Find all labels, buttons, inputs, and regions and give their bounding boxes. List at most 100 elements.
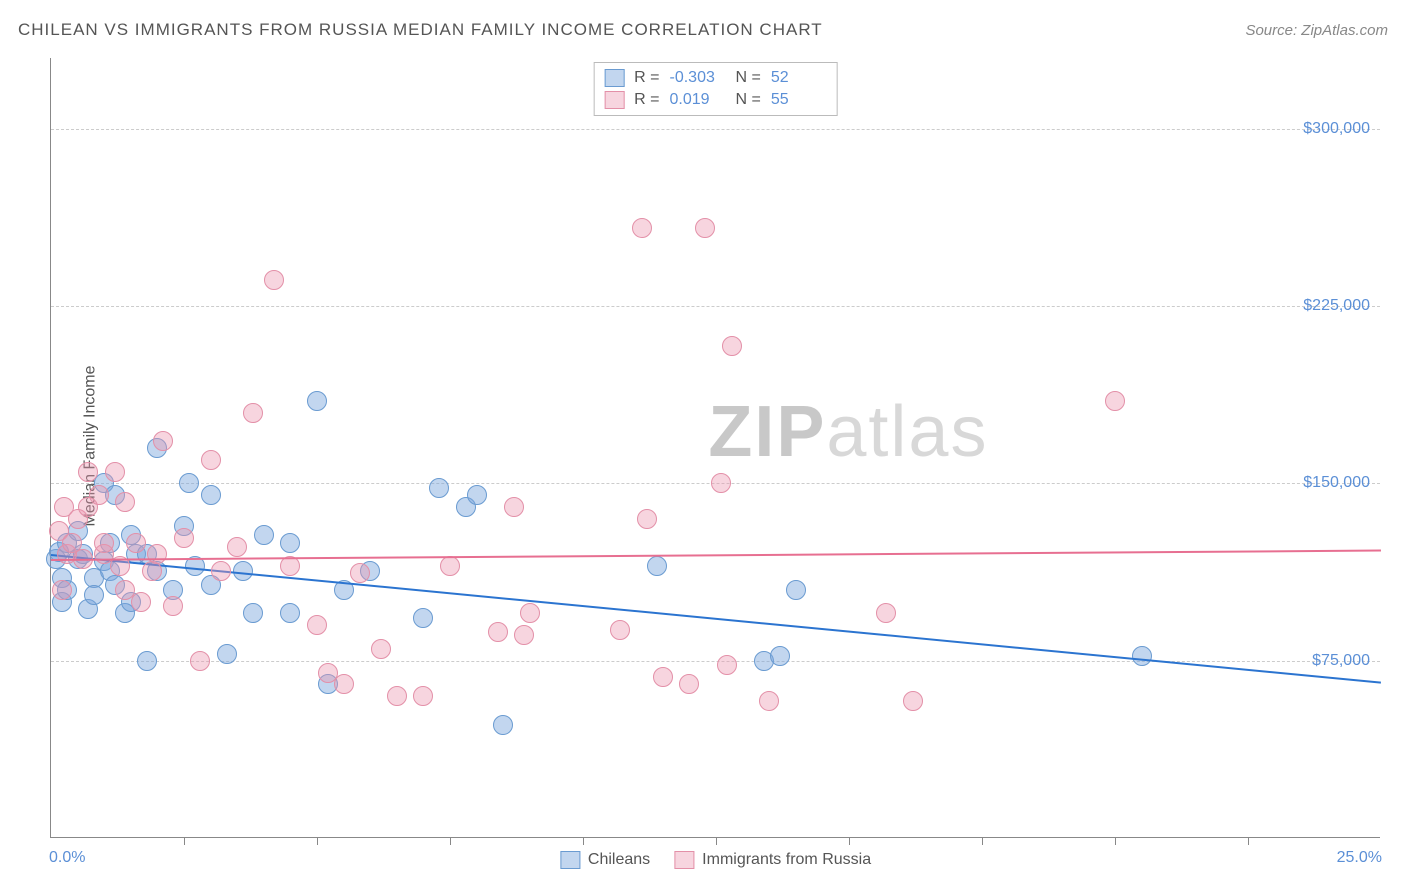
x-tick xyxy=(450,837,451,845)
data-point xyxy=(717,655,737,675)
source-label: Source: ZipAtlas.com xyxy=(1245,22,1388,39)
data-point xyxy=(429,478,449,498)
stats-row: R = -0.303 N = 52 xyxy=(604,67,827,89)
stat-label: R = xyxy=(634,91,659,109)
watermark: ZIPatlas xyxy=(708,391,988,473)
data-point xyxy=(307,391,327,411)
data-point xyxy=(131,592,151,612)
data-point xyxy=(610,620,630,640)
data-point xyxy=(254,525,274,545)
x-tick xyxy=(317,837,318,845)
series-swatch xyxy=(604,69,624,87)
data-point xyxy=(493,715,513,735)
data-point xyxy=(632,218,652,238)
data-point xyxy=(243,603,263,623)
data-point xyxy=(520,603,540,623)
x-axis-start-label: 0.0% xyxy=(49,849,85,867)
data-point xyxy=(78,462,98,482)
data-point xyxy=(227,537,247,557)
data-point xyxy=(770,646,790,666)
data-point xyxy=(440,556,460,576)
plot-area: ZIPatlas R = -0.303 N = 52 R = 0.019 N =… xyxy=(50,58,1380,838)
data-point xyxy=(211,561,231,581)
y-tick-label: $225,000 xyxy=(1303,297,1370,315)
gridline xyxy=(51,306,1380,307)
data-point xyxy=(413,686,433,706)
data-point xyxy=(876,603,896,623)
data-point xyxy=(105,462,125,482)
data-point xyxy=(94,533,114,553)
data-point xyxy=(413,608,433,628)
data-point xyxy=(679,674,699,694)
stat-r-value: 0.019 xyxy=(670,91,726,109)
gridline xyxy=(51,129,1380,130)
y-tick-label: $150,000 xyxy=(1303,474,1370,492)
data-point xyxy=(786,580,806,600)
data-point xyxy=(84,585,104,605)
data-point xyxy=(467,485,487,505)
data-point xyxy=(243,403,263,423)
x-tick xyxy=(849,837,850,845)
legend-item: Immigrants from Russia xyxy=(674,851,871,869)
data-point xyxy=(371,639,391,659)
data-point xyxy=(637,509,657,529)
x-tick xyxy=(184,837,185,845)
data-point xyxy=(280,603,300,623)
stat-label: R = xyxy=(634,69,659,87)
data-point xyxy=(488,622,508,642)
data-point xyxy=(153,431,173,451)
data-point xyxy=(126,533,146,553)
data-point xyxy=(163,596,183,616)
data-point xyxy=(190,651,210,671)
data-point xyxy=(903,691,923,711)
data-point xyxy=(759,691,779,711)
data-point xyxy=(711,473,731,493)
stats-row: R = 0.019 N = 55 xyxy=(604,89,827,111)
data-point xyxy=(264,270,284,290)
data-point xyxy=(147,544,167,564)
x-tick xyxy=(1115,837,1116,845)
x-tick xyxy=(982,837,983,845)
stat-n-value: 55 xyxy=(771,91,827,109)
legend-label: Immigrants from Russia xyxy=(702,851,871,869)
stats-legend-box: R = -0.303 N = 52 R = 0.019 N = 55 xyxy=(593,62,838,116)
data-point xyxy=(647,556,667,576)
legend-item: Chileans xyxy=(560,851,650,869)
data-point xyxy=(201,485,221,505)
y-tick-label: $75,000 xyxy=(1312,652,1370,670)
data-point xyxy=(695,218,715,238)
data-point xyxy=(1105,391,1125,411)
data-point xyxy=(179,473,199,493)
data-point xyxy=(201,450,221,470)
legend-bottom: Chileans Immigrants from Russia xyxy=(560,851,871,869)
data-point xyxy=(722,336,742,356)
y-tick-label: $300,000 xyxy=(1303,120,1370,138)
data-point xyxy=(307,615,327,635)
data-point xyxy=(387,686,407,706)
x-tick xyxy=(583,837,584,845)
x-tick xyxy=(716,837,717,845)
data-point xyxy=(1132,646,1152,666)
data-point xyxy=(217,644,237,664)
x-tick xyxy=(1248,837,1249,845)
data-point xyxy=(514,625,534,645)
data-point xyxy=(653,667,673,687)
data-point xyxy=(115,492,135,512)
chart-title: CHILEAN VS IMMIGRANTS FROM RUSSIA MEDIAN… xyxy=(18,20,823,40)
series-swatch xyxy=(560,851,580,869)
data-point xyxy=(350,563,370,583)
stat-n-value: 52 xyxy=(771,69,827,87)
data-point xyxy=(280,533,300,553)
data-point xyxy=(174,528,194,548)
stat-r-value: -0.303 xyxy=(670,69,726,87)
data-point xyxy=(504,497,524,517)
stat-label: N = xyxy=(736,91,761,109)
trendline xyxy=(51,550,1381,561)
series-swatch xyxy=(674,851,694,869)
data-point xyxy=(137,651,157,671)
data-point xyxy=(334,674,354,694)
data-point xyxy=(52,580,72,600)
series-swatch xyxy=(604,91,624,109)
data-point xyxy=(89,485,109,505)
legend-label: Chileans xyxy=(588,851,650,869)
